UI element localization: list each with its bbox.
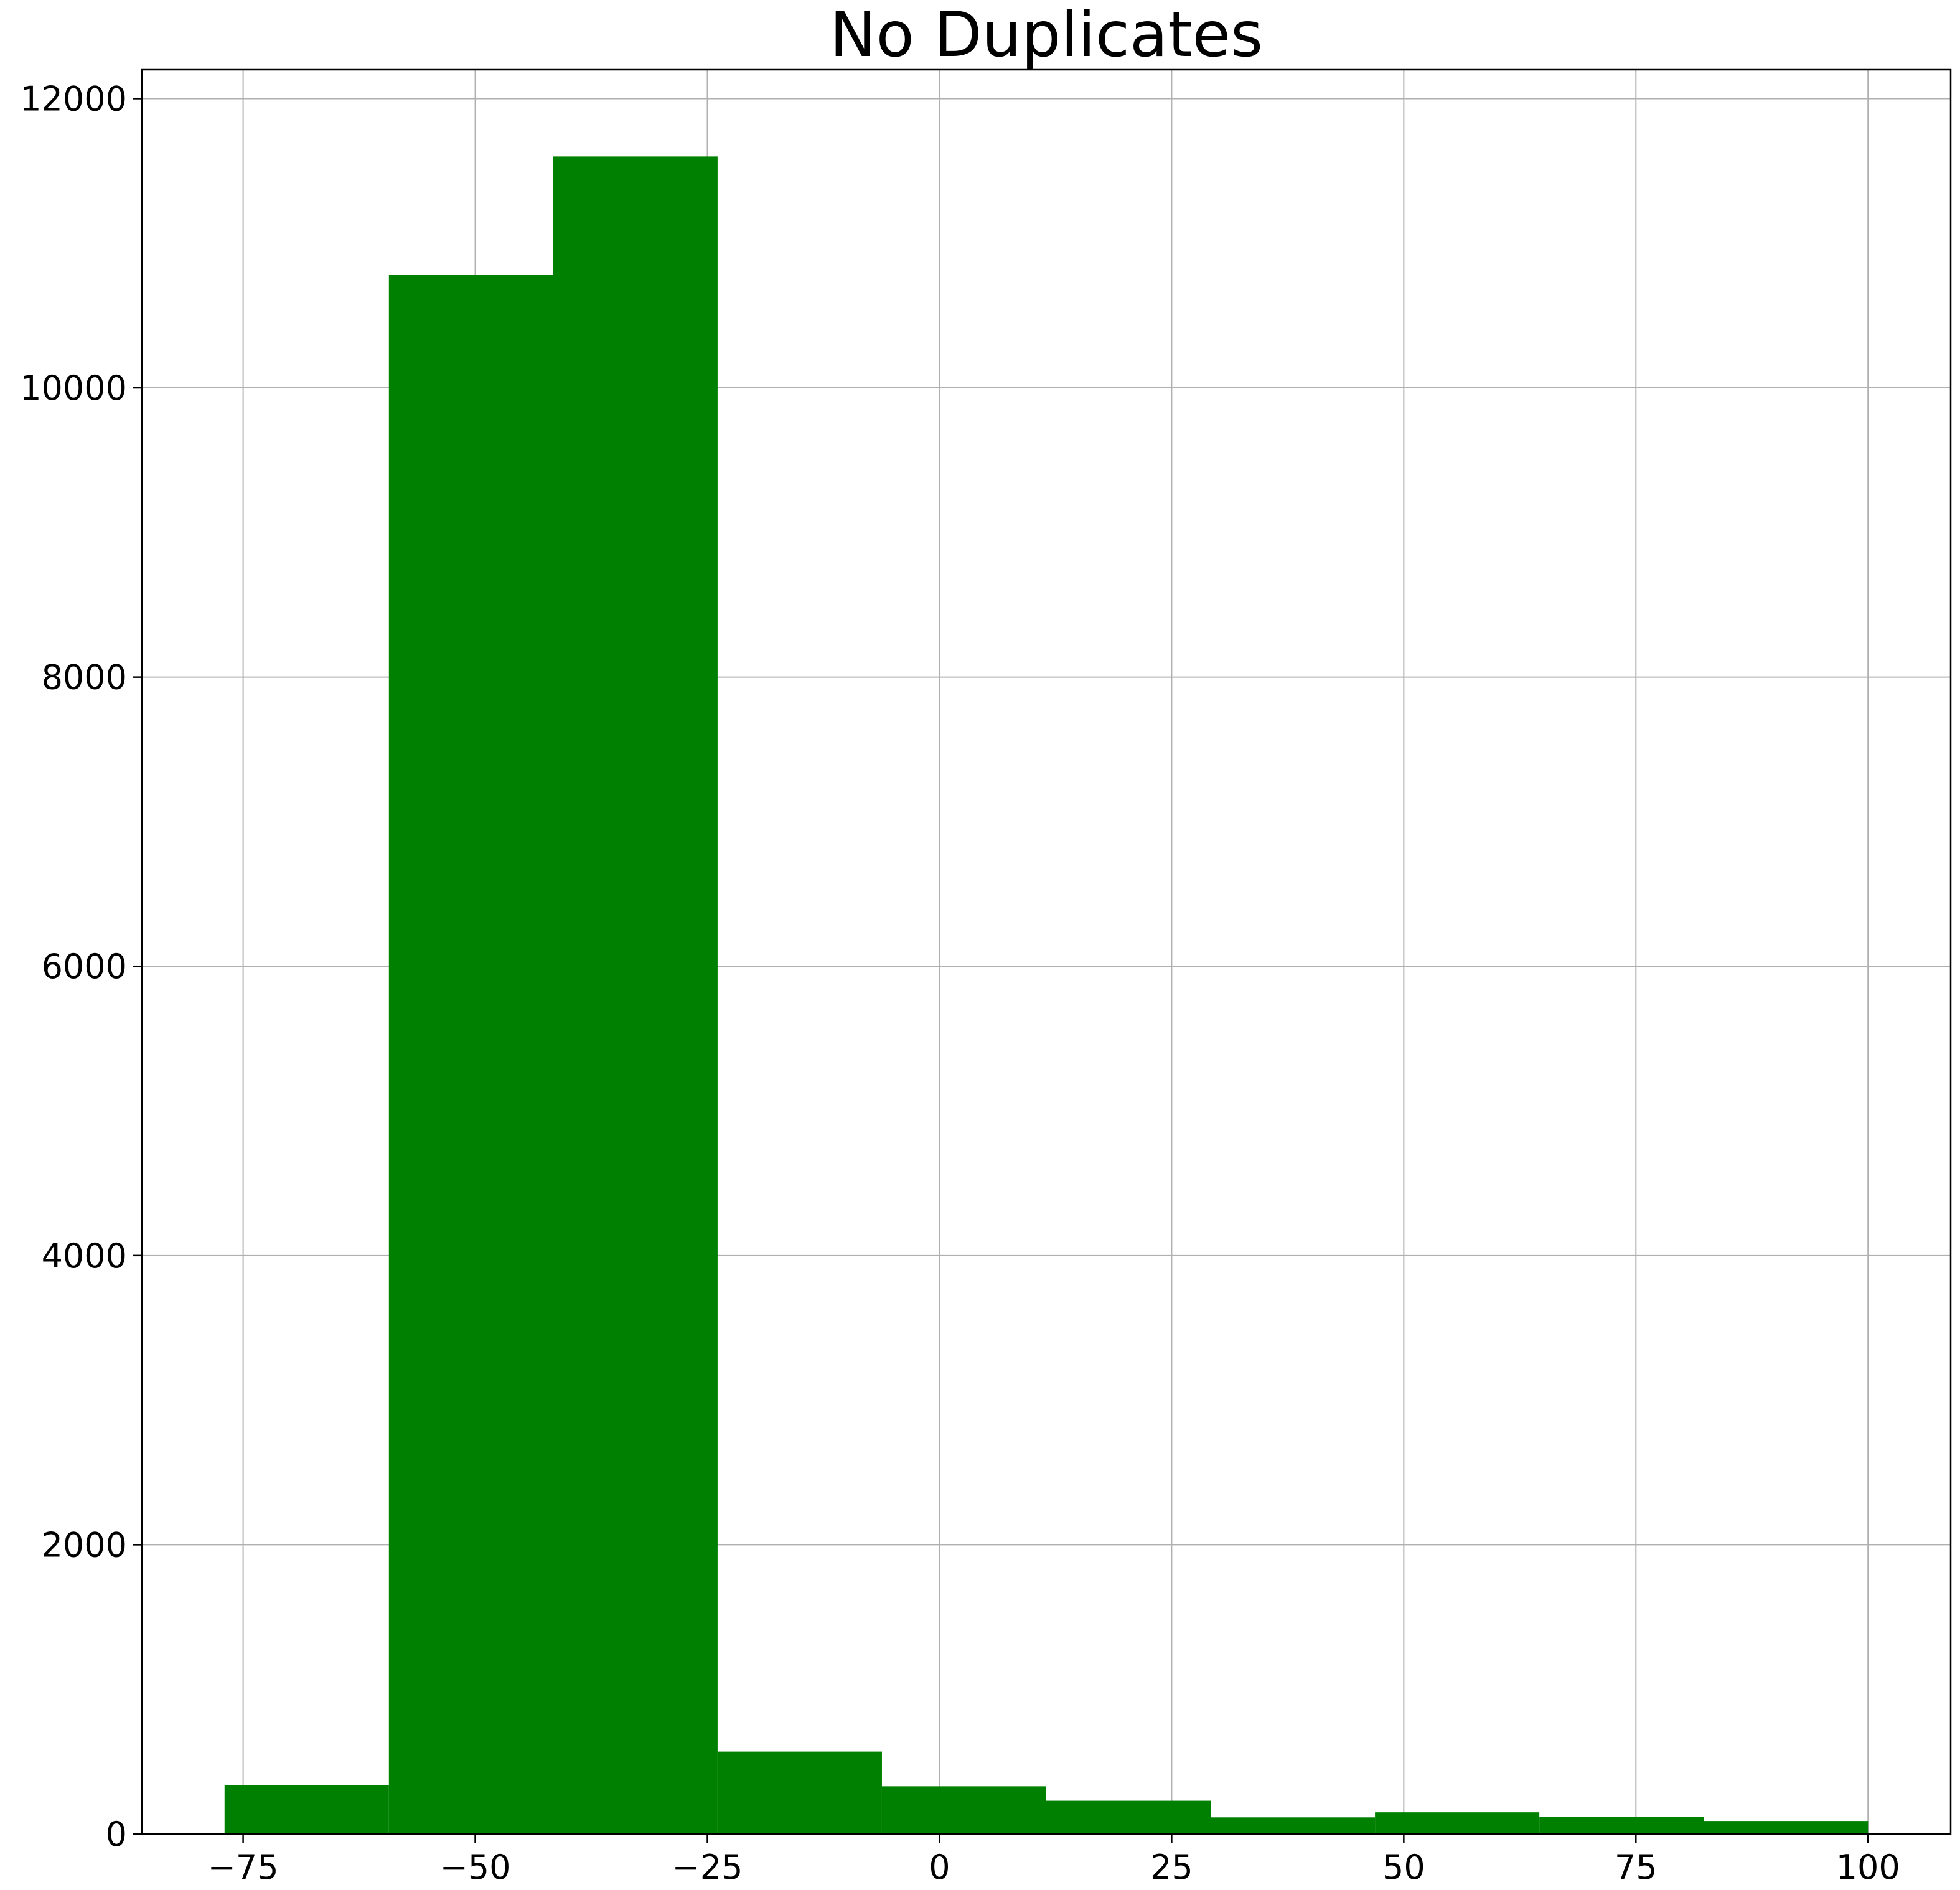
x-tick-label: −75: [208, 1848, 279, 1887]
y-tick-label: 6000: [42, 947, 127, 986]
histogram-bar: [388, 275, 553, 1835]
x-tick-label: 50: [1382, 1848, 1425, 1887]
y-tick-label: 0: [106, 1815, 127, 1854]
y-tick-label: 12000: [20, 79, 127, 118]
chart-title: No Duplicates: [830, 0, 1263, 71]
x-tick-label: 100: [1836, 1848, 1900, 1887]
histogram-bar: [1704, 1821, 1869, 1834]
histogram-bar: [717, 1751, 882, 1834]
y-tick-label: 10000: [20, 369, 127, 408]
y-tick-label: 4000: [42, 1236, 127, 1276]
y-tick-label: 2000: [42, 1525, 127, 1564]
y-tick-label: 8000: [42, 658, 127, 697]
x-tick-label: −25: [672, 1848, 743, 1887]
histogram-bar: [1211, 1817, 1376, 1834]
histogram-bar: [1375, 1812, 1540, 1834]
histogram-bar: [224, 1785, 389, 1834]
histogram-bar: [1046, 1800, 1211, 1834]
histogram-bar: [1539, 1817, 1704, 1834]
x-tick-label: 0: [929, 1848, 950, 1887]
axis-ticks: −75 −50 −25 0 25 50 75 100 0 2000 4000 6000 8000 1000…: [20, 79, 1900, 1887]
histogram-bar: [881, 1786, 1046, 1834]
x-tick-label: −50: [440, 1848, 511, 1887]
histogram-bars: [224, 156, 1869, 1835]
histogram-bar: [553, 156, 718, 1835]
axes-frame: [141, 68, 1952, 1835]
x-tick-label: 75: [1615, 1848, 1658, 1887]
x-tick-label: 25: [1150, 1848, 1193, 1887]
